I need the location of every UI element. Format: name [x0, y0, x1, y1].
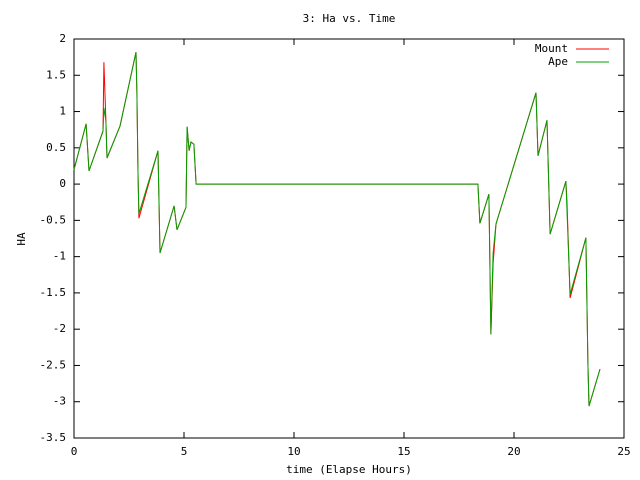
y-tick-label: 0.5	[46, 141, 66, 154]
y-tick-label: -2.5	[40, 358, 67, 371]
legend-label: Mount	[535, 42, 568, 55]
y-tick-label: -3.5	[40, 431, 67, 444]
plot-border	[73, 38, 625, 439]
y-tick-label: 1	[59, 105, 66, 118]
y-tick-label: -3	[53, 395, 66, 408]
legend-label: Ape	[548, 55, 568, 68]
x-tick-label: 5	[181, 445, 188, 458]
y-tick-label: 2	[59, 32, 66, 45]
y-tick-label: -1	[53, 250, 66, 263]
y-tick-label: -1.5	[40, 286, 67, 299]
x-axis-label: time (Elapse Hours)	[286, 463, 412, 476]
x-tick-label: 15	[397, 445, 410, 458]
x-tick-label: 10	[287, 445, 300, 458]
y-tick-label: 1.5	[46, 68, 66, 81]
y-tick-label: 0	[59, 177, 66, 190]
x-tick-label: 0	[71, 445, 78, 458]
x-tick-label: 25	[617, 445, 630, 458]
x-tick-label: 20	[507, 445, 520, 458]
y-axis-label: HA	[15, 232, 28, 246]
chart-title: 3: Ha vs. Time	[303, 12, 396, 25]
y-tick-label: -2	[53, 322, 66, 335]
series-line	[73, 51, 601, 407]
y-tick-label: -0.5	[40, 213, 67, 226]
